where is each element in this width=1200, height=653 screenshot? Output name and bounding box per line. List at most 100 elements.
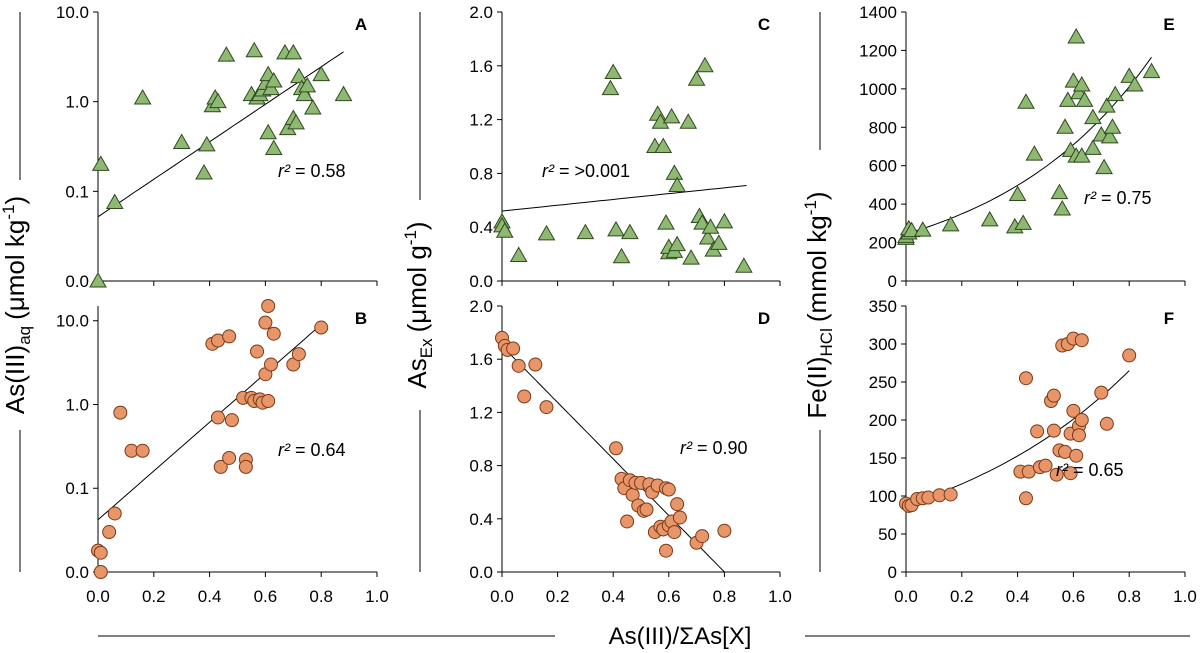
data-point-triangle bbox=[1050, 183, 1069, 200]
data-point-circle bbox=[659, 543, 674, 558]
data-point-triangle bbox=[284, 43, 303, 60]
y-axis-title-col3: Fe(II)HCl(mmol kg-1) bbox=[801, 191, 836, 418]
data-point-circle bbox=[238, 459, 253, 474]
data-point-triangle bbox=[259, 123, 278, 140]
data-point-triangle bbox=[105, 193, 124, 210]
data-point-triangle bbox=[1084, 108, 1102, 125]
data-point-triangle bbox=[290, 67, 308, 84]
data-point-triangle bbox=[980, 210, 999, 227]
data-point-triangle bbox=[668, 176, 687, 193]
data-point-triangle bbox=[1058, 91, 1077, 107]
data-point-circle bbox=[1071, 428, 1086, 443]
data-point-triangle bbox=[1014, 214, 1033, 230]
x-tick-label: 0.0 bbox=[894, 587, 918, 606]
data-point-triangle bbox=[91, 155, 110, 171]
data-point-circle bbox=[1046, 388, 1061, 403]
data-point-circle bbox=[1063, 466, 1078, 481]
x-tick-label: 0.8 bbox=[309, 587, 333, 606]
data-point-circle bbox=[1030, 424, 1045, 439]
data-point-triangle bbox=[621, 223, 639, 240]
data-point-circle bbox=[639, 502, 654, 517]
panel-e: 0 200 400 600 800 1000 1200 1400 Er² = 0.75 bbox=[859, 3, 1186, 291]
data-point-triangle bbox=[941, 215, 960, 232]
y-tick-label: 200 bbox=[869, 234, 897, 253]
data-point-triangle bbox=[913, 221, 932, 237]
data-point-circle bbox=[107, 506, 122, 521]
data-point-triangle bbox=[537, 224, 556, 241]
data-point-triangle bbox=[298, 76, 317, 93]
data-point-circle bbox=[102, 525, 117, 540]
data-point-triangle bbox=[495, 222, 514, 238]
r-squared-label: r² = 0.75 bbox=[1084, 188, 1152, 208]
y-tick-label: 0.0 bbox=[469, 563, 493, 582]
y-tick-label: 150 bbox=[869, 449, 897, 468]
data-point-circle bbox=[943, 487, 958, 502]
y-tick-label: 1000 bbox=[859, 80, 897, 99]
data-point-triangle bbox=[657, 214, 675, 230]
y-tick-label: 100 bbox=[869, 487, 897, 506]
y-tick-label: 1.2 bbox=[469, 111, 493, 130]
data-point-circle bbox=[528, 357, 543, 372]
data-point-circle bbox=[93, 545, 108, 560]
x-tick-label: 0.6 bbox=[657, 587, 681, 606]
data-point-circle bbox=[261, 394, 276, 409]
panel-letter: B bbox=[355, 309, 367, 328]
data-point-circle bbox=[661, 482, 676, 497]
data-point-triangle bbox=[607, 220, 625, 237]
data-point-triangle bbox=[687, 70, 706, 86]
data-point-triangle bbox=[133, 88, 152, 105]
data-point-triangle bbox=[654, 137, 673, 153]
data-point-circle bbox=[250, 344, 265, 359]
data-point-circle bbox=[1122, 348, 1137, 363]
data-point-triangle bbox=[295, 85, 314, 102]
data-point-circle bbox=[1049, 467, 1064, 482]
data-point-triangle bbox=[648, 105, 667, 121]
y-tick-label: 10.0 bbox=[56, 3, 89, 22]
data-point-circle bbox=[93, 565, 108, 579]
fit-line bbox=[501, 345, 725, 573]
data-point-triangle bbox=[1098, 97, 1116, 113]
y-tick-label: 0.8 bbox=[469, 457, 493, 476]
data-point-circle bbox=[506, 341, 521, 356]
data-point-circle bbox=[717, 523, 732, 538]
data-point-triangle bbox=[734, 257, 753, 273]
data-point-triangle bbox=[217, 46, 236, 62]
panel-letter: F bbox=[1164, 309, 1174, 328]
panel-d: 0.0 0.4 0.8 1.2 1.6 2.0 0.0 0.2 0.4 0.6 0.8 1.0 Dr² … bbox=[469, 297, 791, 606]
y-tick-label: 0.8 bbox=[469, 164, 493, 183]
data-point-triangle bbox=[709, 234, 728, 250]
data-point-triangle bbox=[668, 235, 687, 252]
x-tick-label: 0.6 bbox=[254, 587, 278, 606]
r-squared-label: r² = 0.90 bbox=[680, 438, 748, 458]
x-tick-label: 0.4 bbox=[601, 587, 625, 606]
x-tick-label: 0.2 bbox=[546, 587, 570, 606]
y-tick-label: 200 bbox=[869, 411, 897, 430]
data-point-circle bbox=[135, 443, 150, 458]
data-point-circle bbox=[1066, 403, 1081, 418]
x-tick-label: 1.0 bbox=[365, 587, 389, 606]
y-tick-label: 0.0 bbox=[65, 563, 89, 582]
r-squared-label: r² = 0.65 bbox=[1056, 460, 1124, 480]
data-point-circle bbox=[1069, 448, 1084, 463]
panel-c: 0.0 0.4 0.8 1.2 1.6 2.0 Cr² = >0.001 bbox=[469, 3, 781, 291]
data-point-triangle bbox=[172, 133, 191, 150]
data-point-circle bbox=[266, 326, 281, 341]
panel-letter: E bbox=[1163, 15, 1174, 34]
panel-letter: A bbox=[355, 15, 367, 34]
data-point-triangle bbox=[1084, 139, 1102, 155]
y-tick-label: 250 bbox=[869, 373, 897, 392]
data-point-triangle bbox=[1017, 93, 1035, 109]
y-tick-label: 1.6 bbox=[469, 57, 493, 76]
data-point-triangle bbox=[303, 98, 322, 115]
data-point-triangle bbox=[245, 41, 264, 58]
data-point-triangle bbox=[701, 218, 720, 234]
data-point-circle bbox=[222, 329, 237, 344]
data-point-triangle bbox=[1053, 199, 1072, 216]
data-point-triangle bbox=[209, 92, 227, 109]
panel-letter: D bbox=[758, 309, 770, 328]
data-point-circle bbox=[314, 320, 329, 335]
data-point-triangle bbox=[1072, 76, 1091, 92]
panel-letter: C bbox=[758, 15, 770, 34]
data-point-triangle bbox=[693, 214, 712, 230]
